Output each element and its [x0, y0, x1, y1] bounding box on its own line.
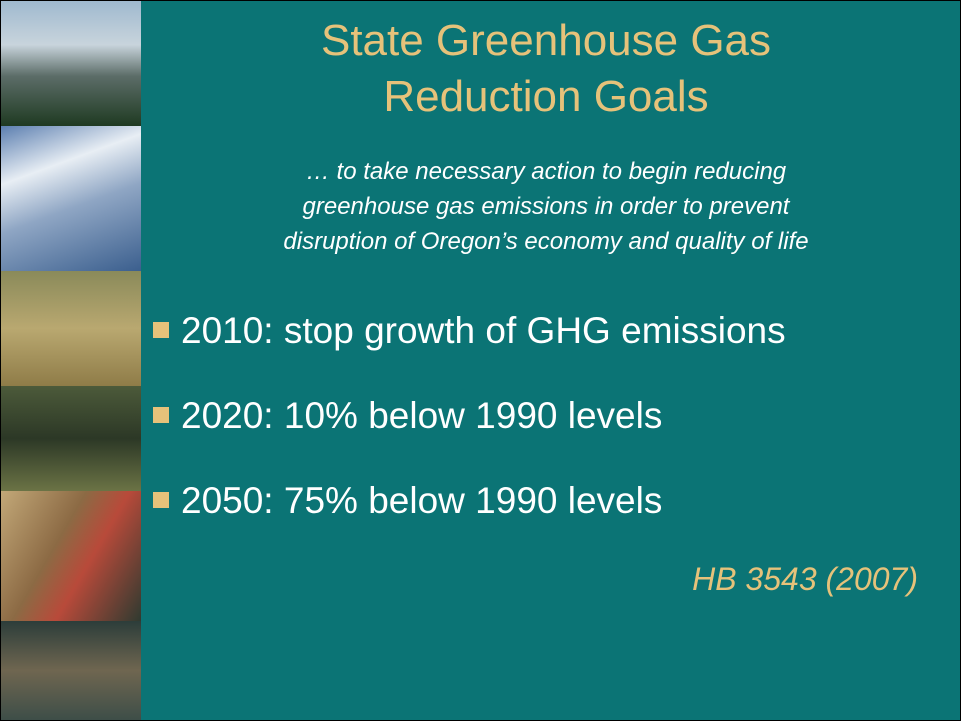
title-line: Reduction Goals [383, 72, 709, 121]
subtitle-line: greenhouse gas emissions in order to pre… [302, 193, 790, 220]
mountain-photo [1, 126, 141, 271]
children-photo [1, 491, 141, 621]
bullet-text: 2050: 75% below 1990 levels [181, 480, 663, 521]
bullet-text: 2010: stop growth of GHG emissions [181, 310, 786, 351]
field-photo [1, 271, 141, 386]
photo-strip [1, 1, 141, 720]
bullet-marker [153, 407, 169, 424]
bullet: 2020: 10% below 1990 levels [153, 394, 662, 438]
bullet: 2010: stop growth of GHG emissions [153, 309, 786, 353]
title-line: State Greenhouse Gas [320, 16, 772, 65]
city-photo [1, 1, 141, 126]
tractor-photo [1, 386, 141, 491]
citation: HB 3543 (2007) [692, 561, 918, 597]
bullet-marker [153, 492, 169, 509]
water-photo [1, 621, 141, 720]
subtitle-line: disruption of Oregon’s economy and quali… [283, 228, 809, 255]
bullet: 2050: 75% below 1990 levels [153, 479, 662, 523]
subtitle-line: … to take necessary action to begin redu… [305, 158, 787, 185]
bullet-text: 2020: 10% below 1990 levels [181, 395, 663, 436]
bullet-marker [153, 322, 169, 339]
